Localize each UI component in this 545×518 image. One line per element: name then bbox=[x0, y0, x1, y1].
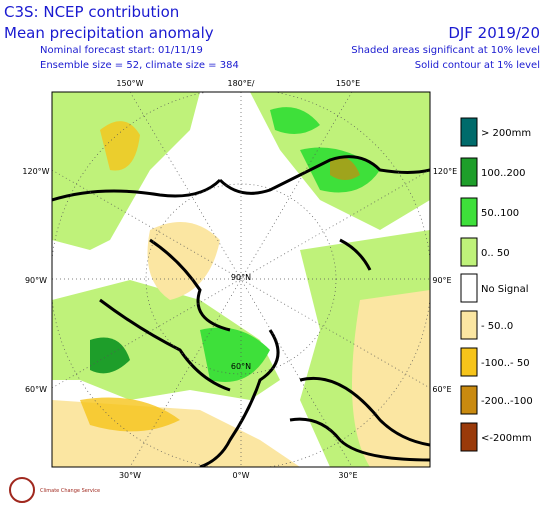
note-shaded: Shaded areas significant at 10% level bbox=[351, 45, 540, 56]
map-label: 30°W bbox=[119, 471, 141, 480]
season: DJF 2019/20 bbox=[448, 24, 540, 42]
map-label: 120°W bbox=[22, 167, 49, 176]
map-label: 90°W bbox=[25, 276, 47, 285]
legend-label: 100..200 bbox=[481, 168, 526, 179]
legend-swatch bbox=[460, 422, 478, 452]
map-label: 60°E bbox=[432, 385, 451, 394]
map-label: 60°N bbox=[231, 362, 251, 371]
legend-swatch bbox=[460, 117, 478, 147]
logo-text: Climate Change Service bbox=[40, 488, 100, 494]
legend-swatch bbox=[460, 310, 478, 340]
logo: Climate Change Service bbox=[9, 477, 100, 503]
legend-swatch bbox=[460, 273, 478, 303]
legend-swatch bbox=[460, 347, 478, 377]
map-labels: 150°W 180°E/150°E 120°W 120°E 90°W 90°E 60°W 60… bbox=[22, 79, 457, 480]
map-label: 150°E bbox=[336, 79, 360, 88]
forecast-start: Nominal forecast start: 01/11/19 bbox=[40, 45, 203, 56]
map-label: 30°E bbox=[338, 471, 357, 480]
legend-swatch bbox=[460, 385, 478, 415]
legend-label: 50..100 bbox=[481, 208, 519, 219]
legend-label: -100..- 50 bbox=[481, 358, 530, 369]
legend-swatch bbox=[460, 237, 478, 267]
legend-label: No Signal bbox=[481, 284, 529, 295]
legend-label: > 200mm bbox=[481, 128, 531, 139]
map-label: 0°W bbox=[233, 471, 250, 480]
legend-label: - 50..0 bbox=[481, 321, 513, 332]
map-label: 150°W bbox=[116, 79, 143, 88]
map-label: 90°N bbox=[231, 273, 251, 282]
note-contour: Solid contour at 1% level bbox=[415, 60, 540, 71]
legend-label: 0.. 50 bbox=[481, 248, 510, 259]
map-label: 180°E/ bbox=[227, 79, 254, 88]
ensemble: Ensemble size = 52, climate size = 384 bbox=[40, 60, 239, 71]
legend-swatch bbox=[460, 157, 478, 187]
legend: > 200mm 100..200 50..100 0.. 50 No Signal - 5… bbox=[460, 117, 533, 452]
subtitle: Mean precipitation anomaly bbox=[4, 24, 214, 42]
map-label: 120°E bbox=[433, 167, 457, 176]
map-label: 90°E bbox=[432, 276, 451, 285]
map-label: 60°W bbox=[25, 385, 47, 394]
title: C3S: NCEP contribution bbox=[4, 3, 179, 21]
legend-label: -200..-100 bbox=[481, 396, 533, 407]
legend-label: <-200mm bbox=[481, 433, 532, 444]
legend-swatch bbox=[460, 197, 478, 227]
map bbox=[51, 91, 431, 468]
